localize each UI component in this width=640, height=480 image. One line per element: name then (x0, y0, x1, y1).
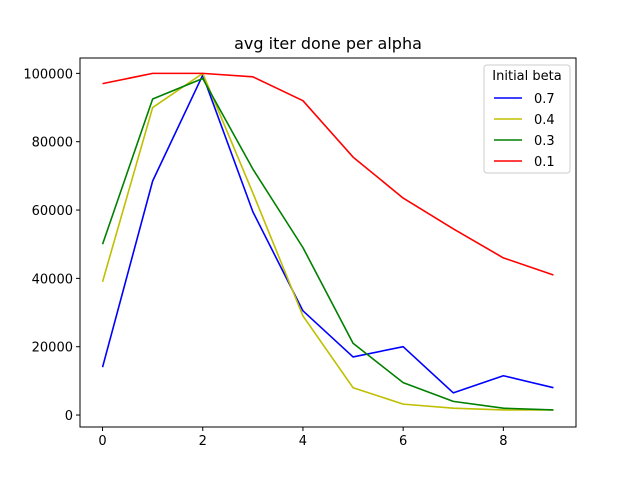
x-tick-label: 0 (98, 434, 106, 449)
series-line-0-7 (101, 74, 554, 394)
x-tick-label: 8 (499, 434, 507, 449)
legend: Initial beta 0.7 0.4 0.3 0.1 (483, 64, 571, 174)
series-lines (101, 72, 554, 411)
chart-title: avg iter done per alpha (234, 34, 422, 53)
legend-box (483, 64, 571, 174)
series-line-0-1 (102, 72, 554, 276)
y-tick-label: 0 (65, 409, 73, 424)
x-tick-label: 2 (199, 434, 207, 449)
y-tick-label: 20000 (32, 341, 73, 356)
x-axis: 0 2 4 6 8 (98, 427, 507, 449)
legend-title: Initial beta (492, 69, 561, 84)
y-tick-label: 100000 (23, 67, 73, 82)
y-tick-label: 80000 (32, 136, 73, 151)
legend-entry-label: 0.3 (534, 134, 555, 149)
legend-entry-label: 0.7 (534, 92, 555, 107)
series-line-0-3 (101, 77, 554, 411)
series-line-0-4 (101, 72, 554, 411)
y-tick-label: 60000 (32, 204, 73, 219)
y-tick-label: 40000 (32, 272, 73, 287)
legend-entry-label: 0.1 (534, 155, 555, 170)
x-tick-label: 6 (399, 434, 407, 449)
y-axis: 0 20000 40000 60000 80000 100000 (23, 67, 80, 424)
legend-entry-label: 0.4 (534, 113, 555, 128)
x-tick-label: 4 (299, 434, 307, 449)
